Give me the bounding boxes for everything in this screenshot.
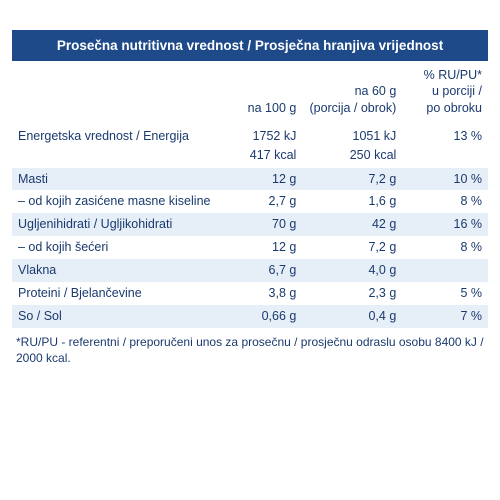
- cell-per100: 70 g: [221, 213, 302, 236]
- cell-pct: 8 %: [402, 236, 488, 259]
- header-row: na 100 g na 60 g(porcija / obrok) % RU/P…: [12, 63, 488, 122]
- cell-per100: 6,7 g: [221, 259, 302, 282]
- cell-per100: 12 g: [221, 168, 302, 191]
- footnote: *RU/PU - referentni / preporučeni unos z…: [12, 328, 488, 366]
- cell-pct: 5 %: [402, 282, 488, 305]
- cell-per100: 0,66 g: [221, 305, 302, 328]
- table-title: Prosečna nutritivna vrednost / Prosječna…: [12, 30, 488, 61]
- cell-pct: 10 %: [402, 168, 488, 191]
- cell-per60: 4,0 g: [302, 259, 402, 282]
- table-row: Energetska vrednost / Energija1752 kJ105…: [12, 122, 488, 147]
- cell-pct: 16 %: [402, 213, 488, 236]
- cell-per60: 2,3 g: [302, 282, 402, 305]
- cell-per100: 12 g: [221, 236, 302, 259]
- table-row: Ugljenihidrati / Ugljikohidrati70 g42 g1…: [12, 213, 488, 236]
- cell-per60: 250 kcal: [302, 147, 402, 168]
- col-header-per100: na 100 g: [221, 63, 302, 122]
- cell-per100: 417 kcal: [221, 147, 302, 168]
- cell-label: So / Sol: [12, 305, 221, 328]
- table-row: Masti12 g7,2 g10 %: [12, 168, 488, 191]
- table-row: So / Sol0,66 g0,4 g7 %: [12, 305, 488, 328]
- table-row: – od kojih šećeri12 g7,2 g8 %: [12, 236, 488, 259]
- nutrition-table: na 100 g na 60 g(porcija / obrok) % RU/P…: [12, 63, 488, 328]
- col-header-per60: na 60 g(porcija / obrok): [302, 63, 402, 122]
- table-row: – od kojih zasićene masne kiseline2,7 g1…: [12, 190, 488, 213]
- cell-label: – od kojih šećeri: [12, 236, 221, 259]
- cell-label: Vlakna: [12, 259, 221, 282]
- cell-pct: 7 %: [402, 305, 488, 328]
- cell-label: Energetska vrednost / Energija: [12, 122, 221, 147]
- cell-per60: 1,6 g: [302, 190, 402, 213]
- cell-label: Masti: [12, 168, 221, 191]
- cell-per60: 42 g: [302, 213, 402, 236]
- col-header-label: [12, 63, 221, 122]
- cell-per100: 1752 kJ: [221, 122, 302, 147]
- cell-per60: 0,4 g: [302, 305, 402, 328]
- cell-label: Proteini / Bjelančevine: [12, 282, 221, 305]
- cell-per60: 1051 kJ: [302, 122, 402, 147]
- cell-pct: 13 %: [402, 122, 488, 147]
- cell-label: – od kojih zasićene masne kiseline: [12, 190, 221, 213]
- cell-per100: 2,7 g: [221, 190, 302, 213]
- cell-per60: 7,2 g: [302, 168, 402, 191]
- cell-pct: [402, 147, 488, 168]
- col-header-pct: % RU/PU*u porciji /po obroku: [402, 63, 488, 122]
- cell-per60: 7,2 g: [302, 236, 402, 259]
- cell-label: [12, 147, 221, 168]
- cell-label: Ugljenihidrati / Ugljikohidrati: [12, 213, 221, 236]
- table-row: Proteini / Bjelančevine3,8 g2,3 g5 %: [12, 282, 488, 305]
- cell-pct: [402, 259, 488, 282]
- cell-per100: 3,8 g: [221, 282, 302, 305]
- cell-pct: 8 %: [402, 190, 488, 213]
- table-row: Vlakna6,7 g4,0 g: [12, 259, 488, 282]
- table-row: 417 kcal250 kcal: [12, 147, 488, 168]
